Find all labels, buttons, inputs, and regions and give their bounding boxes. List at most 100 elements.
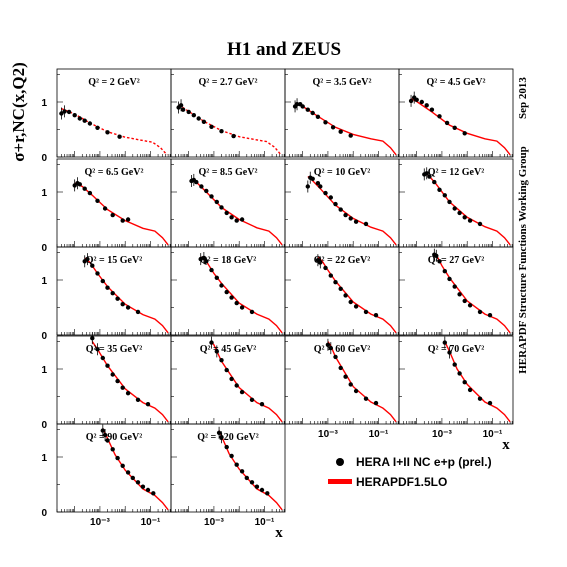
- data-point: [115, 455, 120, 461]
- y-tick-label: 0: [41, 420, 47, 431]
- data-point: [135, 309, 141, 315]
- data-point: [178, 103, 184, 108]
- data-point: [77, 182, 83, 187]
- data-point: [452, 206, 457, 211]
- fit-curve: [200, 256, 283, 334]
- data-point: [452, 284, 457, 289]
- data-point: [102, 206, 108, 211]
- panel: Q² = 45 GeV²: [170, 335, 286, 425]
- x-axis-label-bottom: x: [275, 525, 283, 541]
- data-point: [234, 462, 239, 467]
- data-point: [373, 400, 379, 406]
- data-point: [328, 273, 333, 278]
- data-point: [125, 391, 131, 396]
- data-point: [95, 125, 100, 130]
- panel: 0 1 Q² = 35 GeV²: [41, 332, 172, 431]
- data-point: [95, 198, 100, 203]
- data-point: [363, 309, 369, 315]
- data-point: [77, 116, 83, 121]
- data-point: [120, 302, 125, 307]
- data-point: [219, 205, 224, 210]
- data-point: [224, 367, 229, 373]
- data-point: [72, 113, 77, 118]
- panel-label: Q² = 6.5 GeV²: [85, 167, 144, 178]
- data-point: [125, 217, 131, 222]
- data-point: [467, 218, 473, 223]
- data-point: [318, 184, 323, 189]
- side-label-group: HERAPDF Structure Functions Working Grou…: [517, 146, 529, 374]
- data-point: [330, 125, 336, 130]
- data-point: [140, 484, 146, 489]
- legend: HERA I+II NC e+p (prel.) HERAPDF1.5LO: [328, 455, 492, 489]
- data-point: [209, 340, 214, 345]
- data-point: [315, 114, 321, 120]
- data-point: [214, 349, 219, 354]
- data-point: [194, 179, 199, 185]
- y-tick-label: 0: [41, 153, 47, 164]
- x-tick-label: 10⁻³: [318, 429, 338, 440]
- fit-curve: [317, 256, 397, 334]
- data-point: [373, 313, 379, 318]
- data-point: [487, 400, 493, 406]
- x-tick-label: 10⁻³: [204, 517, 224, 528]
- data-point: [239, 469, 245, 474]
- data-point: [180, 107, 186, 112]
- y-tick-label: 0: [41, 508, 47, 519]
- data-point: [254, 484, 260, 489]
- y-tick-label: 0: [41, 243, 47, 254]
- data-point: [87, 190, 93, 196]
- data-point: [130, 475, 135, 481]
- panel-label: Q² = 70 GeV²: [428, 344, 484, 355]
- data-point: [59, 111, 64, 116]
- data-point: [145, 402, 151, 407]
- data-point: [444, 120, 450, 126]
- data-point: [305, 107, 310, 112]
- data-point: [151, 491, 156, 496]
- data-point: [452, 362, 457, 367]
- data-point: [467, 303, 473, 308]
- data-point: [90, 263, 95, 268]
- data-point: [432, 179, 437, 185]
- data-point: [259, 402, 265, 407]
- panel: Q² = 12 GeV²: [398, 158, 514, 248]
- fit-curve: [84, 257, 169, 334]
- panel-label: Q² = 4.5 GeV²: [427, 77, 486, 88]
- data-point: [224, 444, 229, 450]
- data-point: [338, 207, 343, 212]
- x-tick-label: 10⁻³: [90, 517, 110, 528]
- data-point: [105, 130, 110, 135]
- data-point: [265, 491, 270, 496]
- data-point: [231, 133, 236, 139]
- data-point: [348, 382, 353, 387]
- data-point: [87, 121, 93, 126]
- y-tick-label: 1: [41, 365, 47, 376]
- panel: 0 1 Q² = 2 GeV²: [41, 68, 172, 164]
- data-point: [333, 280, 338, 285]
- data-point: [219, 283, 224, 288]
- x-tick-label: 10⁻¹: [141, 517, 161, 528]
- data-point: [348, 216, 353, 221]
- data-point: [427, 174, 432, 179]
- panel: Q² = 4.5 GeV²: [398, 68, 514, 158]
- data-point: [120, 385, 125, 390]
- data-point: [338, 286, 343, 291]
- panel: Q² = 22 GeV²: [284, 246, 400, 336]
- data-point: [105, 285, 110, 290]
- data-point: [100, 278, 106, 284]
- data-point: [209, 194, 214, 199]
- data-point: [234, 218, 239, 223]
- data-point: [85, 256, 90, 262]
- data-point: [209, 267, 214, 273]
- data-point: [219, 358, 224, 363]
- data-point: [462, 380, 467, 385]
- y-tick-label: 1: [41, 188, 47, 199]
- data-point: [229, 453, 234, 459]
- data-point: [110, 447, 115, 452]
- data-point: [338, 365, 343, 371]
- data-point: [229, 295, 234, 300]
- data-point: [229, 215, 234, 220]
- data-point: [110, 372, 115, 377]
- data-point: [462, 215, 467, 220]
- data-point: [300, 104, 305, 109]
- data-point: [95, 347, 100, 352]
